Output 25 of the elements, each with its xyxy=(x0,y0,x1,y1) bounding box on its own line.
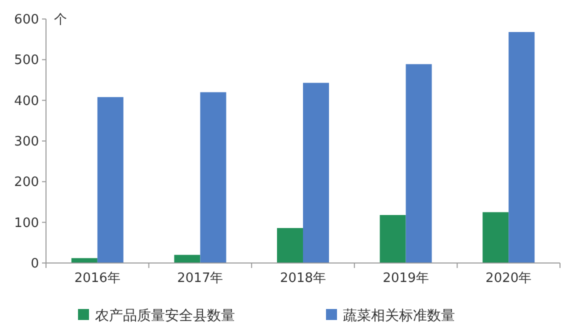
x-tick-label: 2020年 xyxy=(486,271,532,286)
bar xyxy=(482,212,509,263)
y-tick-label: 300 xyxy=(14,134,39,150)
x-tick-label: 2017年 xyxy=(177,271,224,286)
y-tick-label: 400 xyxy=(14,94,39,109)
bar xyxy=(406,64,432,263)
x-tick-label: 2019年 xyxy=(382,271,429,286)
bar xyxy=(97,97,124,263)
legend-label: 蔬菜相关标准数量 xyxy=(343,308,455,324)
y-tick-label: 100 xyxy=(14,216,39,231)
bar xyxy=(174,254,200,263)
x-tick-label: 2018年 xyxy=(280,271,326,286)
bar xyxy=(200,92,226,263)
y-tick-label: 0 xyxy=(30,256,39,272)
legend-label: 农产品质量安全县数量 xyxy=(95,308,235,324)
bar xyxy=(303,82,329,263)
bar xyxy=(71,258,98,263)
bar xyxy=(508,32,535,263)
x-tick-label: 2016年 xyxy=(74,271,120,286)
y-tick-label: 500 xyxy=(14,53,39,68)
y-tick-label: 200 xyxy=(14,175,39,190)
bar xyxy=(277,228,303,263)
bar xyxy=(380,215,406,263)
y-axis-title: 个 xyxy=(54,12,67,28)
y-tick-label: 600 xyxy=(14,12,39,28)
